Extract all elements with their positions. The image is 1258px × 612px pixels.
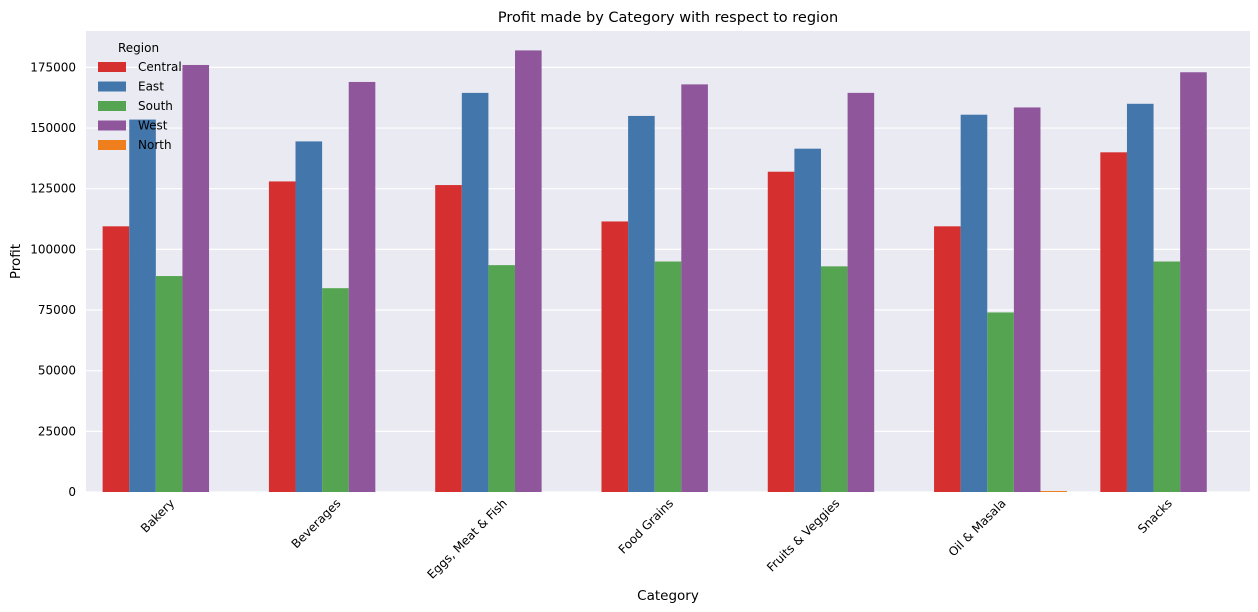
bar-east-4 xyxy=(794,148,821,492)
x-axis-label: Category xyxy=(637,588,699,604)
legend-label-east: East xyxy=(138,80,164,94)
bar-south-5 xyxy=(987,312,1014,492)
bars xyxy=(102,50,1207,493)
bar-south-0 xyxy=(155,276,183,492)
y-tick-label: 100000 xyxy=(30,242,76,256)
bar-south-3 xyxy=(654,261,682,492)
bar-south-1 xyxy=(322,288,349,492)
bar-west-4 xyxy=(847,92,875,492)
bar-west-1 xyxy=(348,81,376,492)
bar-north-5 xyxy=(1040,491,1068,492)
bar-east-0 xyxy=(129,119,156,493)
y-tick-label: 175000 xyxy=(30,60,76,74)
bar-west-5 xyxy=(1013,107,1041,492)
legend-swatch-east xyxy=(98,81,126,92)
y-tick-label: 125000 xyxy=(30,182,76,196)
chart-title: Profit made by Category with respect to … xyxy=(498,10,838,26)
bar-central-2 xyxy=(435,185,462,493)
bar-west-6 xyxy=(1180,72,1207,492)
legend-title: Region xyxy=(118,41,159,55)
legend-label-south: South xyxy=(138,99,173,113)
bar-west-3 xyxy=(681,84,708,493)
bar-central-6 xyxy=(1100,152,1127,492)
y-axis-ticks: 0 25000 50000 75000 100000 125000 150000 175000 xyxy=(30,60,76,499)
bar-east-6 xyxy=(1126,103,1154,492)
legend-swatch-west xyxy=(98,120,126,131)
legend-swatch-central xyxy=(98,62,126,72)
legend-label-west: West xyxy=(138,119,168,133)
bar-south-4 xyxy=(820,266,848,492)
bar-central-5 xyxy=(934,226,961,492)
y-axis-label: Profit xyxy=(8,244,24,279)
bar-central-1 xyxy=(268,181,296,492)
bar-south-2 xyxy=(488,265,516,492)
bar-south-6 xyxy=(1153,261,1181,492)
x-tick-label: Snacks xyxy=(1135,496,1175,536)
bar-west-0 xyxy=(182,64,210,493)
x-tick-label: Fruits & Veggies xyxy=(764,496,842,574)
bar-east-2 xyxy=(461,92,489,492)
legend-label-central: Central xyxy=(138,60,182,74)
bar-east-5 xyxy=(960,114,988,493)
legend: Region Central East South West North xyxy=(98,41,182,152)
y-tick-label: 150000 xyxy=(30,121,76,135)
x-axis-ticks: Bakery Beverages Eggs, Meat & Fish Food Gra… xyxy=(138,496,1175,581)
y-tick-label: 0 xyxy=(68,485,76,499)
y-tick-label: 50000 xyxy=(38,364,76,378)
legend-label-north: North xyxy=(138,138,172,152)
x-tick-label: Bakery xyxy=(138,496,177,535)
legend-swatch-south xyxy=(98,101,126,111)
bar-central-4 xyxy=(767,171,795,492)
x-tick-label: Eggs, Meat & Fish xyxy=(424,496,509,581)
bar-west-2 xyxy=(515,50,542,493)
bar-east-1 xyxy=(295,141,323,492)
y-tick-label: 25000 xyxy=(38,424,76,438)
bar-east-3 xyxy=(628,115,655,492)
x-tick-label: Food Grains xyxy=(616,496,676,556)
y-tick-label: 75000 xyxy=(38,303,76,317)
legend-swatch-north xyxy=(98,140,126,150)
x-tick-label: Oil & Masala xyxy=(946,496,1009,559)
bar-central-0 xyxy=(102,226,130,492)
bar-central-3 xyxy=(601,221,629,492)
x-tick-label: Beverages xyxy=(289,496,344,551)
